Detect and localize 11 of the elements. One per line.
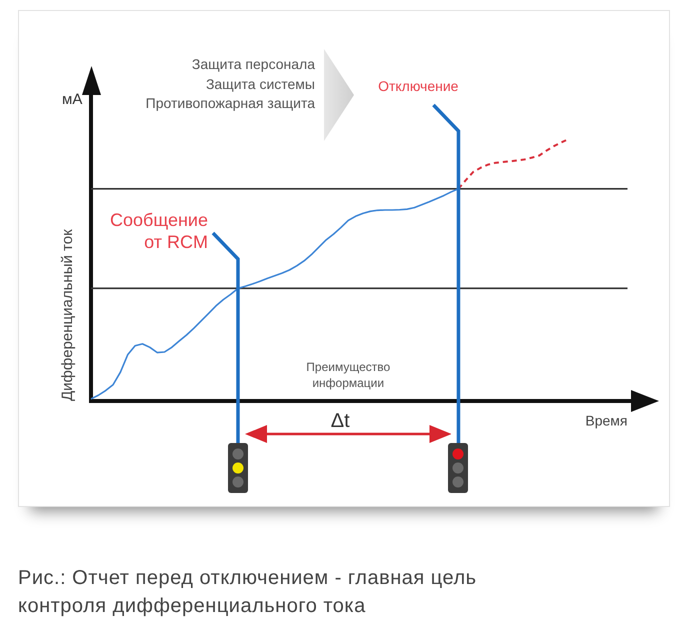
annotation: Сообщение от RCM bbox=[109, 209, 208, 253]
text: Защита системы bbox=[206, 74, 315, 92]
text: Защита персонала bbox=[192, 55, 315, 73]
annotation: Преимущество информации bbox=[305, 359, 392, 391]
text: Противопожарная защита bbox=[146, 94, 315, 112]
text: мА bbox=[62, 91, 82, 109]
text: Отключение bbox=[378, 78, 458, 95]
y-axis-title: Дифференциальный ток bbox=[59, 228, 76, 401]
text: Рис.: Отчет перед отключением - главная цель контроля дифференциального тока bbox=[18, 566, 478, 619]
x-axis-title: Время bbox=[585, 412, 628, 428]
text: Δt bbox=[330, 409, 350, 433]
